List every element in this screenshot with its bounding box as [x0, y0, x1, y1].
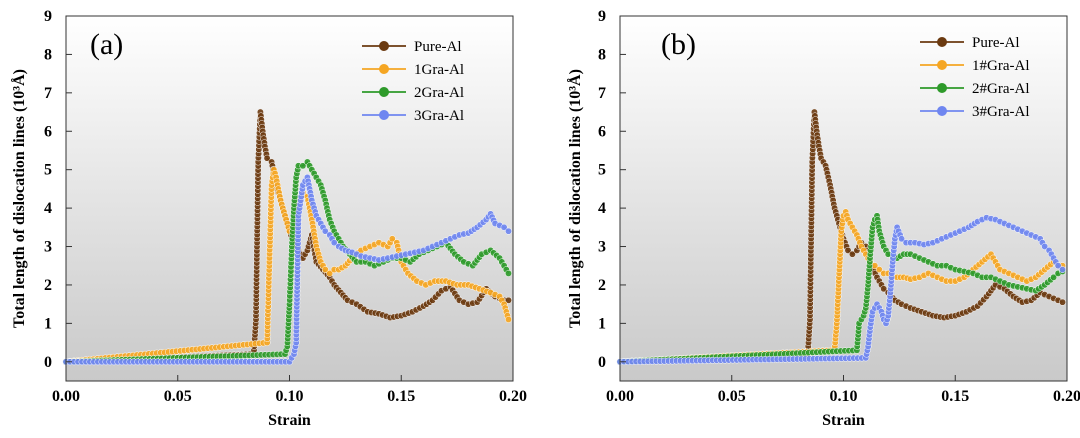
chart-panel-b: 0.00 0.05 0.10 0.15 0.20 0 1 2 3 4 5 6 7 8 9 (b) Strai…	[566, 8, 1080, 429]
x-tick-label: 0.10	[830, 388, 858, 405]
y-tick-label: 1	[44, 315, 52, 332]
legend-marker-swatch	[937, 60, 947, 70]
x-tick-label: 0.15	[387, 388, 415, 405]
x-tick-label: 0.20	[1053, 388, 1080, 405]
y-tick-label: 1	[598, 315, 606, 332]
x-tick-label: 0.05	[164, 388, 192, 405]
y-tick-label: 3	[598, 239, 606, 256]
legend-label: 2#Gra-Al	[972, 81, 1029, 97]
x-tick-label: 0.20	[499, 388, 527, 405]
data-point	[505, 269, 512, 277]
y-tick-label: 6	[44, 123, 52, 140]
legend-item: Pure-Al	[920, 35, 1020, 51]
legend-item: 1Gra-Al	[362, 62, 464, 78]
data-point	[1041, 243, 1049, 250]
series-pure-al	[616, 108, 1066, 366]
legend-item: Pure-Al	[362, 39, 462, 55]
x-tick-label: 0.00	[606, 388, 634, 405]
legend-label: 2Gra-Al	[414, 85, 464, 101]
legend-item: 3Gra-Al	[362, 108, 464, 124]
axis-ticks: 0.00 0.05 0.10 0.15 0.20 0 1 2 3 4 5 6 7 8 9	[598, 8, 1080, 405]
x-tick-label: 0.05	[718, 388, 746, 405]
legend-marker-swatch	[937, 106, 947, 116]
legend-label: 3#Gra-Al	[972, 104, 1029, 120]
data-point	[1054, 262, 1062, 270]
data-point	[330, 239, 338, 247]
data-point	[1050, 273, 1058, 281]
legend-item: 2#Gra-Al	[920, 81, 1029, 97]
x-axis-title: Strain	[268, 412, 311, 429]
data-point	[299, 162, 307, 170]
panel-label: (a)	[90, 28, 123, 61]
legend-label: 1#Gra-Al	[972, 58, 1029, 74]
legend-marker-swatch	[937, 37, 947, 47]
y-tick-label: 3	[44, 239, 52, 256]
data-point	[898, 235, 906, 243]
data-point	[848, 250, 856, 258]
y-tick-label: 9	[44, 8, 52, 25]
data-point	[326, 269, 334, 277]
chart-panel-a: 0.00 0.05 0.10 0.15 0.20 0 1 2 3 4 5 6 7 8 9 (a) Strai…	[10, 8, 527, 429]
y-tick-label: 7	[598, 85, 606, 102]
x-tick-label: 0.15	[941, 388, 969, 405]
plot-area	[620, 16, 1067, 381]
axis-ticks: 0.00 0.05 0.10 0.15 0.20 0 1 2 3 4 5 6 7 8 9	[44, 8, 527, 405]
y-tick-label: 4	[598, 200, 606, 217]
legend-marker-swatch	[379, 87, 389, 97]
data-point	[388, 235, 396, 243]
data-point	[505, 227, 512, 235]
panel-label: (b)	[661, 28, 696, 61]
data-point	[844, 246, 852, 254]
data-point	[321, 266, 329, 274]
y-tick-label: 0	[44, 354, 52, 371]
y-axis-title: Total length of dislocation lines (10³Å)	[566, 69, 584, 328]
legend: Pure-Al 1#Gra-Al 2#Gra-Al 3#Gra-Al	[920, 35, 1029, 120]
y-tick-label: 2	[44, 277, 52, 294]
legend: Pure-Al 1Gra-Al 2Gra-Al 3Gra-Al	[362, 39, 464, 124]
y-tick-label: 8	[598, 46, 606, 63]
x-tick-label: 0.00	[52, 388, 80, 405]
data-point	[505, 296, 512, 304]
legend-item: 1#Gra-Al	[920, 58, 1029, 74]
data-point	[1059, 298, 1066, 306]
legend-marker-swatch	[937, 83, 947, 93]
y-tick-label: 6	[598, 123, 606, 140]
data-point	[875, 266, 883, 274]
series-layer	[616, 108, 1066, 366]
series-3gra-al	[616, 214, 1066, 366]
x-axis-title: Strain	[822, 412, 865, 429]
data-point	[880, 285, 888, 293]
y-tick-label: 0	[598, 354, 606, 371]
y-tick-label: 5	[598, 162, 606, 179]
legend-label: Pure-Al	[972, 35, 1020, 51]
legend-label: 3Gra-Al	[414, 108, 464, 124]
x-tick-label: 0.10	[276, 388, 304, 405]
y-tick-label: 5	[44, 162, 52, 179]
legend-marker-swatch	[379, 110, 389, 120]
data-point	[500, 223, 508, 231]
series-layer	[62, 108, 512, 366]
y-axis-title: Total length of dislocation lines (10³Å)	[10, 69, 28, 328]
y-tick-label: 8	[44, 46, 52, 63]
data-point	[321, 227, 329, 235]
legend-item: 3#Gra-Al	[920, 104, 1029, 120]
data-point	[263, 154, 271, 162]
y-tick-label: 2	[598, 277, 606, 294]
legend-item: 2Gra-Al	[362, 85, 464, 101]
legend-marker-swatch	[379, 64, 389, 74]
y-tick-label: 9	[598, 8, 606, 25]
data-point	[1059, 266, 1066, 274]
data-point	[505, 316, 512, 323]
legend-marker-swatch	[379, 41, 389, 51]
y-tick-label: 7	[44, 85, 52, 102]
legend-label: 1Gra-Al	[414, 62, 464, 78]
legend-label: Pure-Al	[414, 39, 462, 55]
series-3gra-al	[62, 173, 512, 366]
y-tick-label: 4	[44, 200, 52, 217]
